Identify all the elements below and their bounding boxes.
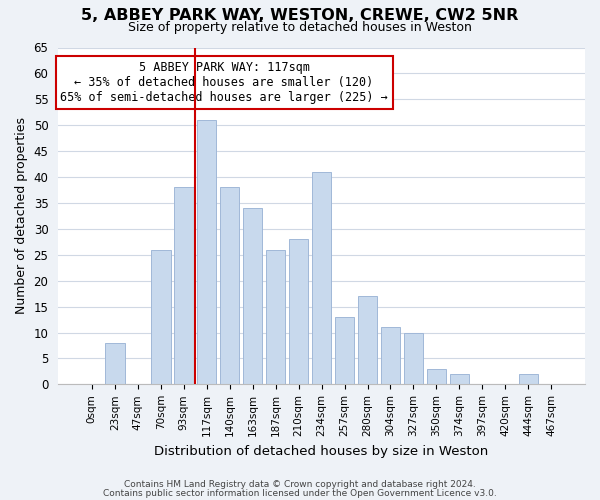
Bar bbox=[243, 208, 262, 384]
Bar bbox=[289, 239, 308, 384]
Bar bbox=[105, 343, 125, 384]
Bar bbox=[220, 188, 239, 384]
Y-axis label: Number of detached properties: Number of detached properties bbox=[15, 118, 28, 314]
Bar bbox=[381, 328, 400, 384]
Text: 5 ABBEY PARK WAY: 117sqm
← 35% of detached houses are smaller (120)
65% of semi-: 5 ABBEY PARK WAY: 117sqm ← 35% of detach… bbox=[60, 61, 388, 104]
Bar bbox=[335, 317, 355, 384]
Bar bbox=[518, 374, 538, 384]
Text: 5, ABBEY PARK WAY, WESTON, CREWE, CW2 5NR: 5, ABBEY PARK WAY, WESTON, CREWE, CW2 5N… bbox=[82, 8, 518, 22]
Bar bbox=[404, 332, 423, 384]
Text: Contains public sector information licensed under the Open Government Licence v3: Contains public sector information licen… bbox=[103, 488, 497, 498]
Bar bbox=[449, 374, 469, 384]
Bar bbox=[266, 250, 286, 384]
Bar bbox=[427, 369, 446, 384]
X-axis label: Distribution of detached houses by size in Weston: Distribution of detached houses by size … bbox=[154, 444, 489, 458]
Text: Contains HM Land Registry data © Crown copyright and database right 2024.: Contains HM Land Registry data © Crown c… bbox=[124, 480, 476, 489]
Bar bbox=[358, 296, 377, 384]
Bar bbox=[151, 250, 170, 384]
Bar bbox=[197, 120, 217, 384]
Bar bbox=[312, 172, 331, 384]
Bar bbox=[174, 188, 194, 384]
Text: Size of property relative to detached houses in Weston: Size of property relative to detached ho… bbox=[128, 22, 472, 35]
